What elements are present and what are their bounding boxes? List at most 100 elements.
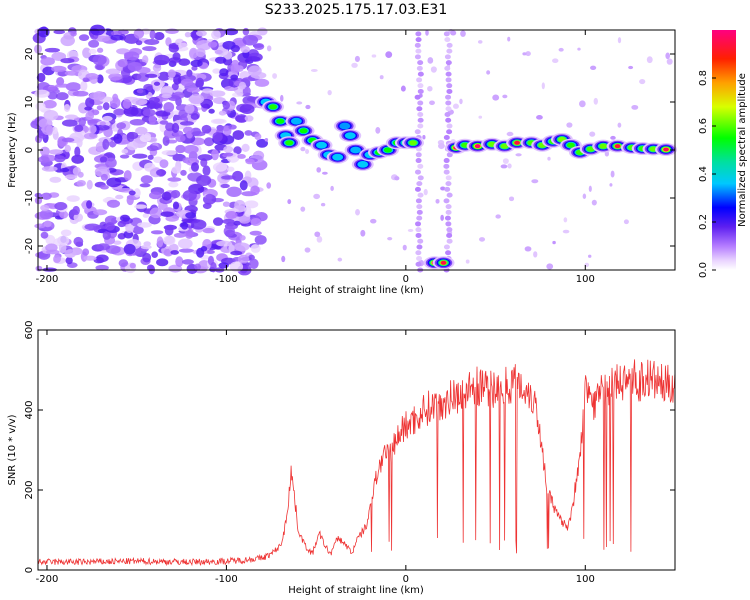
heatmap-column-cell — [416, 181, 423, 187]
heatmap-noise-cell — [83, 255, 97, 261]
snr-xlabel: Height of straight line (km) — [288, 585, 424, 596]
heatmap-noise-cell — [132, 226, 144, 235]
heatmap-speckle — [314, 231, 321, 238]
heatmap-noise-cell — [55, 83, 71, 88]
heatmap-speckle — [562, 229, 570, 234]
heatmap-noise-cell — [99, 121, 106, 126]
heatmap-noise-cell — [194, 263, 201, 271]
heatmap-noise-cell — [222, 218, 235, 225]
heatmap-speckle — [300, 146, 306, 152]
heatmap-noise-cell — [60, 58, 75, 64]
heatmap-noise-cell — [152, 64, 162, 72]
heatmap-noise-cell — [149, 207, 163, 219]
heatmap-speckle — [533, 251, 538, 258]
colorbar-tick-label: 0.6 — [698, 118, 709, 134]
heatmap-noise-cell — [72, 90, 89, 97]
heatmap-speckle — [631, 104, 639, 110]
heatmap-noise-cell — [95, 264, 109, 271]
snr-ytick-label: 0 — [24, 567, 35, 573]
heatmap-noise-cell — [96, 47, 104, 53]
heatmap-noise-cell — [172, 201, 180, 210]
heatmap-column-cell — [446, 152, 453, 158]
heatmap-noise-cell — [122, 99, 132, 109]
heatmap-noise-cell — [60, 167, 70, 173]
heatmap-noise-cell — [112, 93, 119, 103]
heatmap-noise-cell — [161, 191, 172, 201]
heatmap-noise-cell — [82, 77, 90, 83]
heatmap-noise-cell — [102, 115, 113, 122]
heatmap-speckle — [322, 171, 328, 175]
colorbar-label: Normalized spectral amplitude — [737, 73, 748, 227]
heatmap-noise-cell — [201, 124, 212, 134]
heatmap-noise-cell — [222, 201, 231, 207]
heatmap-noise-cell — [117, 59, 129, 68]
heatmap-column-cell — [445, 117, 452, 123]
heatmap-noise-cell — [72, 205, 80, 216]
heatmap-column-cell — [417, 175, 424, 181]
heatmap-noise-cell — [102, 138, 110, 150]
heatmap-noise-cell — [142, 108, 156, 117]
heatmap-noise-cell — [123, 170, 132, 181]
heatmap-noise-cell — [60, 35, 75, 47]
heatmap-speckle — [522, 52, 527, 56]
heatmap-speckle — [430, 66, 437, 73]
heatmap-noise-cell — [139, 183, 151, 188]
heatmap-noise-cell — [106, 199, 121, 208]
heatmap-column-cell — [443, 135, 450, 141]
heatmap-speckle — [266, 182, 272, 189]
snr-ylabel: SNR (10 * v/v) — [7, 414, 18, 485]
colorbar-tick-label: 0.8 — [698, 70, 709, 86]
heatmap-noise-cell — [88, 48, 97, 54]
heatmap-column-cell — [446, 232, 453, 238]
colorbar-scale — [712, 30, 736, 270]
heatmap-noise-cell — [49, 176, 62, 183]
heatmap-noise-cell — [147, 154, 154, 160]
heatmap-noise-cell — [167, 69, 176, 78]
heatmap-xtick-label: -200 — [36, 274, 59, 285]
heatmap-noise-cell — [47, 91, 58, 100]
heatmap-column-cell — [415, 250, 422, 256]
heatmap-noise-cell — [185, 212, 197, 219]
heatmap-noise-cell — [148, 191, 162, 200]
heatmap-speckle — [492, 94, 500, 101]
heatmap-noise-cell — [135, 40, 143, 46]
heatmap-noise-cell — [212, 131, 223, 142]
heatmap-xtick-label: -100 — [215, 274, 238, 285]
heatmap-noise-cell — [113, 240, 122, 245]
heatmap-ridge-point — [344, 132, 356, 140]
heatmap-noise-cell — [58, 242, 67, 254]
heatmap-noise-cell — [123, 243, 136, 255]
heatmap-speckle — [536, 115, 543, 120]
heatmap-noise-cell — [196, 40, 212, 51]
heatmap-noise-cell — [183, 144, 199, 154]
heatmap-ridge-point — [269, 104, 278, 110]
heatmap-ylabel: Frequency (Hz) — [7, 112, 18, 188]
heatmap-column-cell — [414, 169, 421, 175]
heatmap-ytick-label: -10 — [24, 190, 35, 206]
heatmap-noise-cell — [254, 133, 262, 141]
heatmap-noise-cell — [175, 144, 186, 154]
heatmap-speckle — [375, 126, 381, 134]
heatmap-speckle — [590, 65, 597, 70]
heatmap-column-cell — [444, 111, 451, 117]
heatmap-noise-cell — [163, 102, 175, 113]
heatmap-column-cell — [415, 158, 422, 164]
snr-series-line — [37, 359, 676, 567]
heatmap-noise-cell — [165, 28, 179, 34]
heatmap-noise-cell — [244, 206, 252, 218]
heatmap-speckle — [437, 143, 445, 150]
heatmap-noise-cell — [85, 72, 99, 80]
heatmap-noise-cell — [210, 149, 219, 161]
heatmap-noise-cell — [170, 250, 179, 255]
heatmap-speckle — [617, 122, 622, 128]
heatmap-speckle — [531, 179, 539, 184]
heatmap-noise-cell — [154, 31, 165, 41]
heatmap-noise-cell — [242, 27, 250, 36]
heatmap-speckle — [310, 68, 318, 72]
heatmap-noise-cell — [182, 189, 197, 201]
heatmap-noise-cell — [210, 261, 217, 273]
heatmap-noise-cell — [191, 65, 198, 71]
heatmap-noise-cell — [80, 80, 88, 92]
snr-plot-area — [38, 330, 675, 570]
heatmap-noise-cell — [119, 154, 130, 159]
